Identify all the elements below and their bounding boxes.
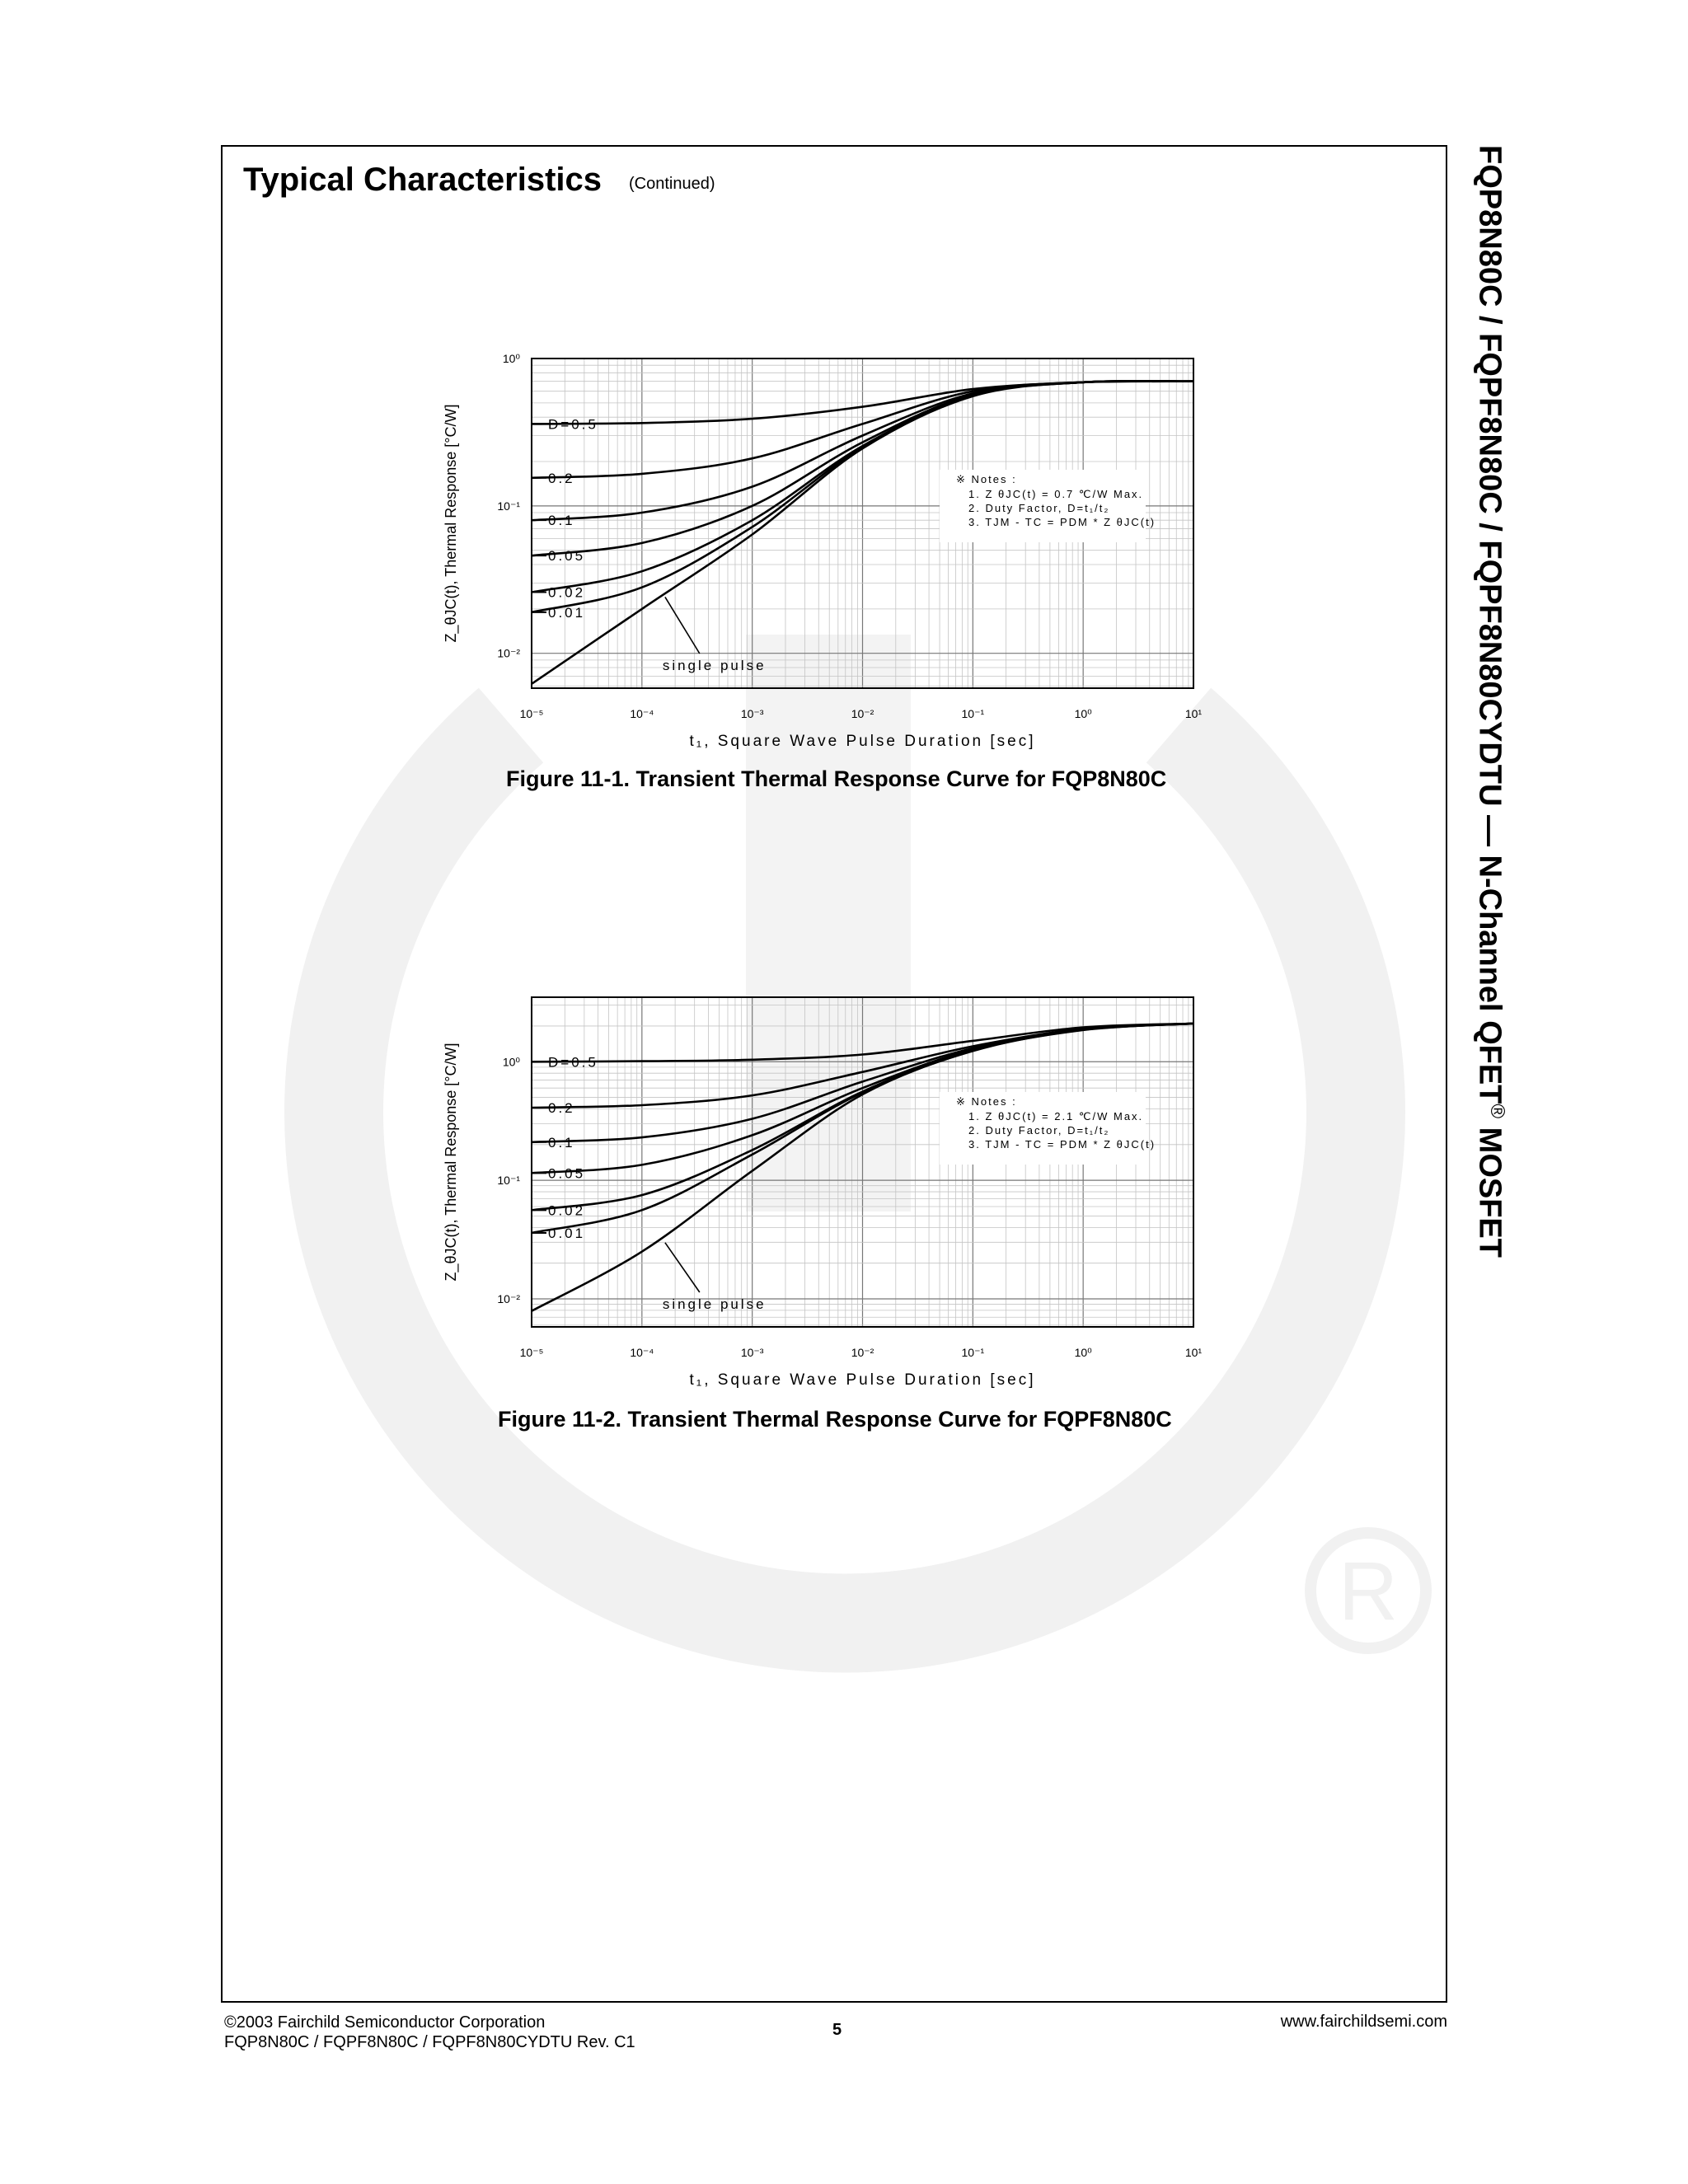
series-label-4: 0.05 xyxy=(548,1165,585,1181)
series-label-1: D=0.5 xyxy=(548,416,598,432)
chart-11-1-svg: 10⁻⁵ 10⁻⁴ 10⁻³ 10⁻² 10⁻¹ 10⁰ 10¹ 10⁻² 10⁻¹ 10⁰ t₁,… xyxy=(443,352,1203,750)
x-tick-label: 10⁻⁵ xyxy=(520,707,544,720)
x-tick-label: 10⁻¹ xyxy=(962,1346,985,1359)
series-label-3: 0.1 xyxy=(548,513,575,528)
y-tick-label: 10⁻² xyxy=(497,1292,520,1305)
y-tick-label: 10⁻¹ xyxy=(497,1174,520,1187)
plot-border xyxy=(531,996,1194,1328)
series-label-5: 0.02 xyxy=(548,1202,585,1218)
chart-11-2-svg: 10⁻⁵ 10⁻⁴ 10⁻³ 10⁻² 10⁻¹ 10⁰ 10¹ 10⁻² 10⁻¹ 10⁰ t₁,… xyxy=(443,996,1203,1389)
side-title-wrap: FQP8N80C / FQPF8N80C / FQPF8N80CYDTU — N… xyxy=(1457,145,1523,1546)
notes-line-2: 2. Duty Factor, D=t₁/t₂ xyxy=(968,502,1109,514)
side-title-text: FQP8N80C / FQPF8N80C / FQPF8N80CYDTU — N… xyxy=(1472,145,1507,1104)
x-tick-label: 10⁻¹ xyxy=(962,707,985,720)
page-number: 5 xyxy=(832,2021,842,2039)
series-label-5: 0.02 xyxy=(548,584,585,600)
series-label-6: 0.01 xyxy=(548,1226,585,1241)
single-pulse-label: single pulse xyxy=(663,1296,767,1312)
y-tick-label: 10⁰ xyxy=(503,1055,521,1068)
footer-doc-id: FQP8N80C / FQPF8N80C / FQPF8N80CYDTU Rev… xyxy=(224,2033,635,2051)
series-label-2: 0.2 xyxy=(548,471,575,486)
notes-box xyxy=(940,1092,1146,1165)
page-frame xyxy=(221,145,1447,2003)
notes-heading: ※ Notes : xyxy=(956,473,1017,485)
series-line-7 xyxy=(531,379,1194,685)
notes-line-3: 3. TJM - TC = PDM * Z θJC(t) xyxy=(968,516,1156,528)
single-pulse-label: single pulse xyxy=(663,658,767,673)
x-tick-label: 10⁰ xyxy=(1075,1346,1093,1359)
x-tick-label: 10⁻⁴ xyxy=(630,707,654,720)
registered-mark: ® xyxy=(1486,1104,1508,1119)
single-pulse-arrow xyxy=(664,1242,701,1293)
x-tick-label: 10⁰ xyxy=(1075,707,1093,720)
series-label-4: 0.05 xyxy=(548,548,585,564)
series-label-6: 0.01 xyxy=(548,605,585,621)
y-tick-label: 10⁰ xyxy=(503,352,521,365)
notes-line-1: 1. Z θJC(t) = 2.1 ℃/W Max. xyxy=(968,1110,1143,1122)
section-title: Typical Characteristics xyxy=(243,162,603,198)
section-subtitle: (Continued) xyxy=(629,175,715,193)
notes-line-3: 3. TJM - TC = PDM * Z θJC(t) xyxy=(968,1138,1156,1151)
chart-figure-11-2: 10⁻⁵ 10⁻⁴ 10⁻³ 10⁻² 10⁻¹ 10⁰ 10¹ 10⁻² 10⁻¹ 10⁰ t₁,… xyxy=(429,985,1203,1397)
x-tick-label: 10⁻² xyxy=(851,707,874,720)
x-tick-label: 10⁻⁵ xyxy=(520,1346,544,1359)
x-axis-label: t₁, Square Wave Pulse Duration [sec] xyxy=(690,733,1036,750)
series-label-1: D=0.5 xyxy=(548,1054,598,1070)
y-axis-label: Z_θJC(t), Thermal Response [°C/W] xyxy=(443,1043,460,1282)
x-tick-label: 10¹ xyxy=(1185,1346,1203,1359)
x-tick-label: 10¹ xyxy=(1185,707,1203,720)
y-axis-label: Z_θJC(t), Thermal Response [°C/W] xyxy=(443,405,460,643)
figure-caption-11-2: Figure 11-2. Transient Thermal Response … xyxy=(498,1407,1172,1432)
footer-left: ©2003 Fairchild Semiconductor Corporatio… xyxy=(224,2013,635,2052)
figure-caption-11-1: Figure 11-1. Transient Thermal Response … xyxy=(506,766,1167,791)
series-label-2: 0.2 xyxy=(548,1100,575,1116)
notes-line-2: 2. Duty Factor, D=t₁/t₂ xyxy=(968,1124,1109,1137)
x-axis-label: t₁, Square Wave Pulse Duration [sec] xyxy=(690,1371,1036,1389)
footer-copyright: ©2003 Fairchild Semiconductor Corporatio… xyxy=(224,2013,546,2032)
notes-heading: ※ Notes : xyxy=(956,1095,1017,1108)
chart-figure-11-1: 10⁻⁵ 10⁻⁴ 10⁻³ 10⁻² 10⁻¹ 10⁰ 10¹ 10⁻² 10⁻¹ 10⁰ t₁,… xyxy=(429,346,1203,758)
x-tick-label: 10⁻² xyxy=(851,1346,874,1359)
series-line-7 xyxy=(531,1022,1194,1312)
y-tick-label: 10⁻² xyxy=(497,647,520,660)
x-tick-label: 10⁻⁴ xyxy=(630,1346,654,1359)
notes-box xyxy=(940,470,1146,542)
plot-border xyxy=(531,358,1194,689)
x-tick-label: 10⁻³ xyxy=(741,707,764,720)
notes-line-1: 1. Z θJC(t) = 0.7 ℃/W Max. xyxy=(968,488,1143,500)
footer-website[interactable]: www.fairchildsemi.com xyxy=(1280,2013,1447,2031)
y-tick-label: 10⁻¹ xyxy=(497,499,520,513)
side-title-suffix: MOSFET xyxy=(1472,1118,1507,1258)
side-title: FQP8N80C / FQPF8N80C / FQPF8N80CYDTU — N… xyxy=(1471,145,1508,1258)
series-label-3: 0.1 xyxy=(548,1135,575,1151)
series-line-1 xyxy=(531,1022,1194,1063)
single-pulse-arrow xyxy=(664,597,701,654)
x-tick-label: 10⁻³ xyxy=(741,1346,764,1359)
